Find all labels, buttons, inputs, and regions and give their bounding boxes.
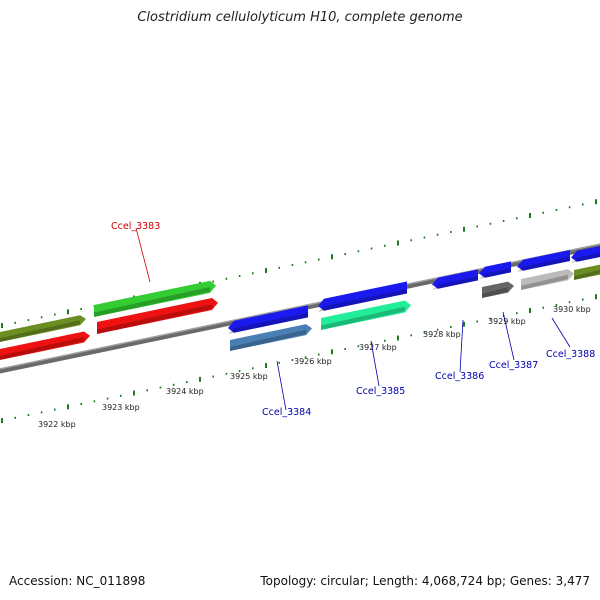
gene-label-ccel-3388: Ccel_3388: [546, 349, 595, 360]
scale-tick-label: 3924 kbp: [166, 387, 204, 396]
map-layer: 3922 kbp 3923 kbp 3924 kbp 3925 kbp 3926 kbp…: [0, 199, 600, 429]
label-leader-line: [502, 311, 515, 361]
feature-arrow-ccel-3383: [94, 280, 216, 317]
gene-label-ccel-3383: Ccel_3383: [111, 221, 160, 232]
scale-tick-label: 3927 kbp: [359, 343, 397, 352]
map-title: Clostridium cellulolyticum H10, complete…: [137, 10, 463, 25]
gene-label-ccel-3386: Ccel_3386: [435, 371, 484, 382]
accession-text: Accession: NC_011898: [9, 574, 146, 588]
label-leader-line: [370, 340, 380, 387]
scale-tick-label: 3930 kbp: [553, 305, 591, 314]
scale-tick-label: 3926 kbp: [294, 357, 332, 366]
gene-label-ccel-3384: Ccel_3384: [262, 407, 311, 418]
scale-tick-label: 3922 kbp: [38, 420, 76, 429]
feature-arrow-blue-2: [318, 281, 407, 312]
label-leader-line: [459, 319, 464, 373]
feature-arrow-olive: [0, 315, 86, 342]
feature-arrow-red-2: [97, 298, 218, 334]
label-leader-line: [135, 227, 151, 283]
gene-label-ccel-3385: Ccel_3385: [356, 386, 405, 397]
feature-arrow-blue-1: [228, 305, 308, 334]
scale-tick-label: 3928 kbp: [423, 330, 461, 339]
feature-arrow-red: [0, 331, 90, 360]
gene-label-layer: Ccel_3383 Ccel_3384 Ccel_3385 Ccel_3386 Ccel…: [111, 221, 595, 418]
feature-arrow-blue-3: [479, 261, 511, 279]
scale-tick-label: 3929 kbp: [488, 317, 526, 326]
scale-tick-labels: 3922 kbp 3923 kbp 3924 kbp 3925 kbp 3926 kbp…: [38, 305, 591, 429]
scale-tick-label: 3925 kbp: [230, 372, 268, 381]
feature-arrow-ccel-3388: [521, 269, 574, 290]
scale-tick-label: 3923 kbp: [102, 403, 140, 412]
feature-arrow-ccel-3384: [230, 324, 312, 351]
feature-arrow-ccel-3385: [321, 300, 411, 330]
feature-arrow-blue-4: [517, 249, 570, 272]
inner-tick-track: [1, 294, 597, 424]
gene-label-ccel-3387: Ccel_3387: [489, 360, 538, 371]
label-leader-line: [276, 360, 287, 411]
label-leader-line: [551, 317, 571, 348]
feature-arrow-blue-5: [571, 245, 600, 263]
feature-arrow-ccel-3386: [432, 269, 478, 290]
feature-track: [0, 245, 600, 360]
feature-arrow-olive-2: [574, 264, 600, 280]
genome-summary-text: Topology: circular; Length: 4,068,724 bp…: [260, 574, 590, 588]
feature-arrow-ccel-3387: [482, 281, 514, 298]
